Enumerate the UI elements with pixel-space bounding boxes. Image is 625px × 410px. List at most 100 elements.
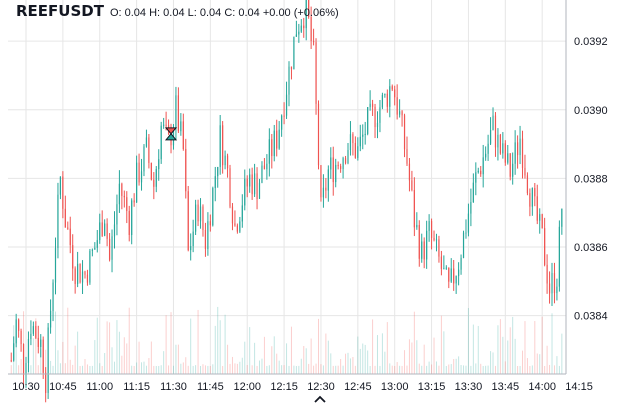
volume-bar <box>136 362 138 374</box>
volume-bar <box>106 321 108 374</box>
volume-bar <box>308 363 310 374</box>
candle-body <box>20 330 22 345</box>
candle-body <box>22 344 25 375</box>
volume-bar <box>185 357 187 374</box>
y-tick-label: 0.0384 <box>574 311 608 323</box>
volume-bar <box>163 351 165 374</box>
candle-body <box>369 103 371 108</box>
candle-body <box>175 95 177 129</box>
y-tick-label: 0.0390 <box>574 105 608 117</box>
candle-body <box>423 241 425 260</box>
volume-bar <box>202 364 204 374</box>
candle-body <box>202 206 204 231</box>
volume-bar <box>293 365 295 374</box>
candle-body <box>276 130 278 149</box>
candle-body <box>453 268 455 284</box>
volume-bar <box>553 365 555 374</box>
volume-bar <box>431 364 433 374</box>
candle-body <box>403 115 406 150</box>
candle-body <box>539 214 541 221</box>
volume-bar <box>529 365 531 374</box>
volume-bar <box>273 336 275 374</box>
candle-body <box>534 188 536 197</box>
volume-bar <box>45 349 47 374</box>
volume-bar <box>249 327 251 374</box>
candle-body <box>49 310 52 328</box>
volume-bar <box>342 365 344 374</box>
volume-bar <box>345 353 347 374</box>
volume-bar <box>79 365 81 374</box>
marker-sell-triangle <box>164 127 178 135</box>
candle-body <box>89 250 91 283</box>
candle-body <box>219 125 221 167</box>
volume-bar <box>271 346 273 374</box>
candle-body <box>396 97 398 115</box>
y-tick-label: 0.0392 <box>574 36 608 48</box>
volume-bar <box>440 315 442 374</box>
ohlc-readout: O: 0.04 H: 0.04 L: 0.04 C: 0.04 +0.00 (+… <box>109 7 339 19</box>
candle-body <box>212 188 214 226</box>
candle-body <box>32 326 34 334</box>
volume-bar <box>364 344 366 374</box>
candle-body <box>300 25 302 32</box>
candle-body <box>195 204 197 232</box>
candle-body <box>352 134 354 143</box>
candle-body <box>27 339 30 363</box>
x-tick-label: 11:00 <box>86 381 113 393</box>
volume-bar <box>490 351 492 374</box>
candle-body <box>57 194 59 249</box>
candle-body <box>234 223 236 226</box>
candle-body <box>521 138 524 168</box>
volume-bar <box>367 350 369 374</box>
candle-body <box>315 42 317 104</box>
volume-bar <box>465 365 467 374</box>
candle-body <box>497 134 499 148</box>
candle-body <box>40 339 42 347</box>
candle-body <box>37 337 39 347</box>
volume-bar <box>507 340 509 374</box>
volume-bar <box>254 342 256 374</box>
candle-body <box>226 155 229 169</box>
candle-body <box>118 183 121 205</box>
candle-body <box>477 170 479 173</box>
candle-body <box>458 269 460 277</box>
candle-body <box>327 169 329 191</box>
candle-body <box>104 223 106 236</box>
volume-bar <box>180 363 182 374</box>
volume-bar <box>426 365 428 374</box>
candle-body <box>150 162 152 180</box>
volume-bar <box>435 361 437 374</box>
candle-body <box>450 268 452 282</box>
candle-body <box>241 205 243 222</box>
x-tick-label: 13:45 <box>492 381 520 393</box>
volume-bar <box>463 365 465 374</box>
volume-bar <box>283 365 285 374</box>
marker-layer <box>164 127 178 141</box>
volume-bar <box>236 363 238 374</box>
volume-bar <box>357 336 359 374</box>
volume-bar <box>394 366 396 374</box>
x-tick-label: 10:45 <box>49 381 77 393</box>
chevron-up-icon[interactable] <box>313 394 327 404</box>
legend-header: REEFUSDT O: 0.04 H: 0.04 L: 0.04 C: 0.04… <box>16 2 339 24</box>
volume-bar <box>84 359 86 374</box>
candle-body <box>342 158 344 170</box>
volume-bar <box>224 314 226 374</box>
volume-bar <box>234 363 236 374</box>
volume-bar <box>421 365 423 374</box>
candle-body <box>428 221 430 231</box>
candle-body <box>295 34 297 37</box>
candle-body <box>455 276 457 284</box>
volume-bar <box>227 344 229 374</box>
x-tick-label: 12:00 <box>233 381 261 393</box>
candle-body <box>96 240 98 248</box>
candle-body <box>99 222 101 241</box>
candle-body <box>256 173 258 199</box>
volume-bar <box>212 364 214 374</box>
candle-body <box>411 180 413 190</box>
marker-buy-triangle <box>164 133 178 141</box>
candle-body <box>165 124 167 126</box>
volume-bar <box>177 344 179 374</box>
